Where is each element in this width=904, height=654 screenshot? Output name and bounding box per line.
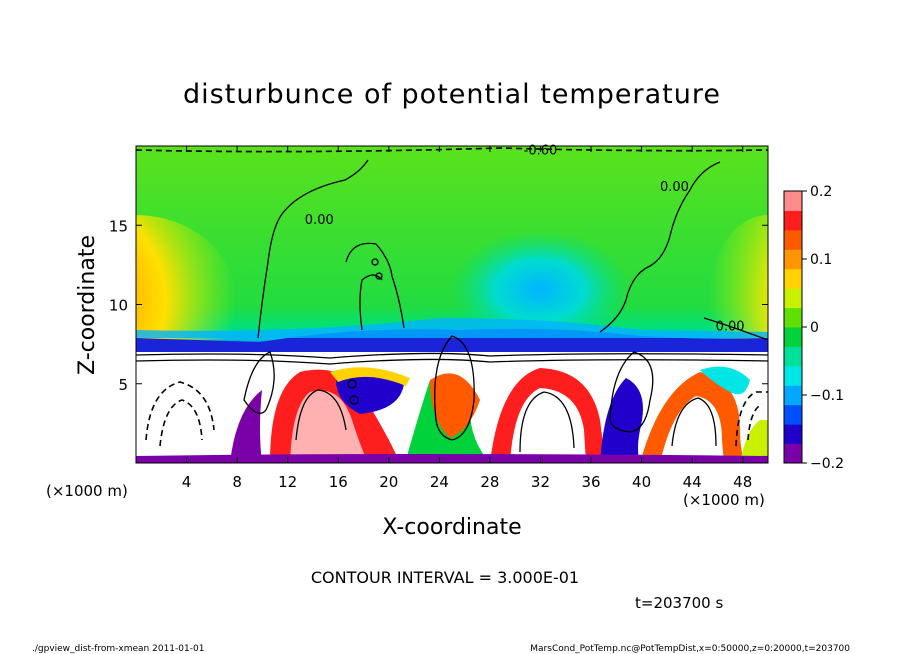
x-unit-right: (×1000 m) bbox=[683, 491, 765, 509]
contour-boundary-lower bbox=[136, 358, 768, 365]
colorbar-segment bbox=[784, 307, 802, 328]
colorbar-tick-label: 0.2 bbox=[810, 184, 832, 200]
contour-zero-center bbox=[345, 242, 405, 331]
cell-g bbox=[600, 378, 643, 463]
cell-b-inner bbox=[290, 390, 368, 463]
x-unit-left: (×1000 m) bbox=[46, 482, 128, 500]
colorbar-ticks: 0.2 0.1 0 −0.1 −0.2 bbox=[802, 184, 844, 472]
colorbar-segment bbox=[784, 191, 802, 211]
colorbar-segment bbox=[784, 385, 802, 406]
contour-label: 0.00 bbox=[660, 180, 689, 195]
colorbar-segment bbox=[784, 288, 802, 309]
x-tick-label: 36 bbox=[581, 473, 600, 491]
contour-zero-left bbox=[257, 159, 369, 339]
contour-cell-center bbox=[434, 335, 475, 441]
upper-field bbox=[136, 146, 768, 346]
colorbar-tick-label: 0.1 bbox=[810, 252, 832, 268]
contour-label: 0.00 bbox=[305, 213, 334, 228]
y-tick-label: 15 bbox=[109, 217, 128, 235]
colorbar-tick-label: −0.2 bbox=[810, 456, 844, 472]
convective-cells bbox=[230, 366, 768, 463]
colorbar-segment bbox=[784, 424, 802, 445]
x-tick-label: 8 bbox=[232, 473, 242, 491]
dashed-contour-left bbox=[145, 381, 215, 447]
contour-lines bbox=[136, 159, 768, 453]
x-tick-label: 44 bbox=[683, 473, 702, 491]
contour-interval: CONTOUR INTERVAL = 3.000E-01 bbox=[311, 568, 579, 587]
x-tick-label: 40 bbox=[632, 473, 651, 491]
contour-boundary-upper bbox=[136, 352, 768, 359]
x-tick-label: 4 bbox=[182, 473, 192, 491]
colorbar-segment bbox=[784, 229, 802, 250]
colorbar-segment bbox=[784, 365, 802, 386]
colorbar-segment bbox=[784, 327, 802, 347]
cell-f-inner bbox=[510, 388, 586, 463]
cell-i bbox=[700, 366, 750, 395]
y-tick-label: 5 bbox=[118, 376, 128, 394]
colorbar-tick-label: −0.1 bbox=[810, 388, 844, 404]
x-axis: 4 8 12 16 20 24 28 32 36 40 44 48 bbox=[182, 146, 752, 491]
x-tick-label: 20 bbox=[379, 473, 398, 491]
dashed-contour-right bbox=[735, 391, 768, 447]
cell-j bbox=[740, 420, 768, 463]
colorbar-segment bbox=[784, 346, 802, 367]
cell-e bbox=[430, 373, 480, 438]
x-tick-label: 24 bbox=[430, 473, 449, 491]
x-tick-label: 32 bbox=[531, 473, 550, 491]
cell-h-inner bbox=[660, 396, 724, 463]
colorbar-segment bbox=[784, 404, 802, 425]
cell-a bbox=[230, 390, 262, 463]
colorbar-segment bbox=[784, 210, 802, 231]
contour-minima bbox=[347, 258, 383, 405]
contour-label: 0.00 bbox=[716, 319, 745, 334]
contour-zero-right bbox=[599, 161, 768, 341]
x-tick-label: 48 bbox=[733, 473, 752, 491]
colorbar-segment bbox=[784, 443, 802, 464]
colorbar-segment bbox=[784, 249, 802, 270]
y-tick-label: 10 bbox=[109, 297, 128, 315]
footer-left: ./gpview_dist-from-xmean 2011-01-01 bbox=[32, 644, 204, 654]
ground-layer bbox=[136, 454, 768, 463]
chart-title: disturbunce of potential temperature bbox=[183, 79, 721, 110]
contour-cell-right bbox=[609, 351, 654, 433]
y-axis-label: Z-coordinate bbox=[75, 235, 100, 375]
colorbar-segment bbox=[784, 268, 802, 289]
contour-cell-left bbox=[243, 351, 275, 414]
x-tick-label: 16 bbox=[329, 473, 348, 491]
plot-area bbox=[136, 146, 768, 463]
contour-labels: 0.000.000.00-0.60 bbox=[305, 143, 745, 334]
contour-cell-inner bbox=[295, 389, 717, 453]
inversion-band-outer bbox=[136, 318, 768, 338]
colorbar-tick-label: 0 bbox=[810, 320, 819, 336]
time-label: t=203700 s bbox=[635, 594, 723, 612]
cell-c-edge bbox=[330, 367, 410, 386]
x-tick-label: 12 bbox=[278, 473, 297, 491]
x-tick-label: 28 bbox=[480, 473, 499, 491]
colorbar bbox=[783, 190, 803, 464]
footer-right: MarsCond_PotTemp.nc@PotTempDist,x=0:5000… bbox=[530, 644, 850, 654]
x-axis-label: X-coordinate bbox=[382, 515, 521, 540]
y-axis: 5 10 15 bbox=[109, 217, 768, 394]
